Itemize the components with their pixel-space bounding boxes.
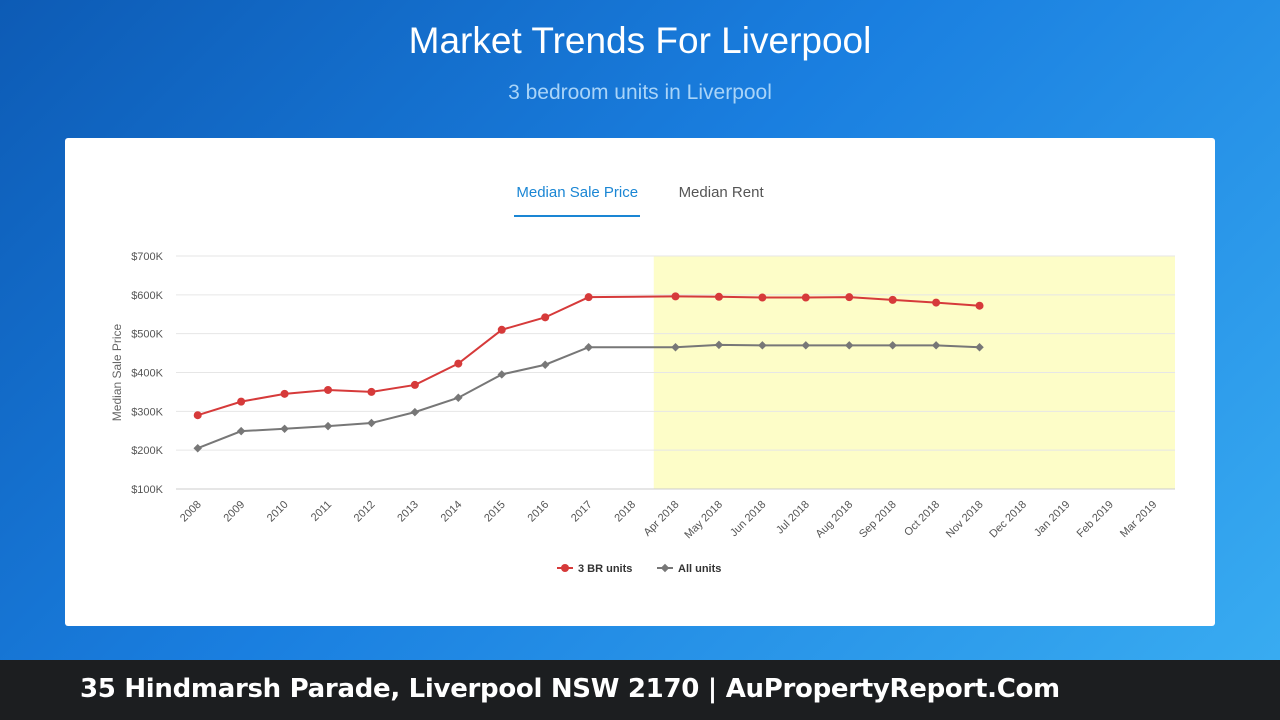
y-tick-label: $700K: [131, 251, 163, 263]
data-point: [237, 397, 246, 406]
footer-address: 35 Hindmarsh Parade, Liverpool NSW 2170 …: [80, 674, 1060, 704]
x-tick-label: 2009: [221, 499, 247, 525]
data-point: [497, 325, 506, 334]
y-tick-label: $200K: [131, 445, 163, 457]
data-point: [367, 387, 376, 396]
x-tick-label: Jul 2018: [774, 499, 812, 537]
x-tick-label: 2011: [309, 499, 334, 524]
legend-marker: [660, 563, 670, 573]
data-point: [497, 370, 507, 379]
x-tick-label: Sep 2018: [857, 499, 899, 541]
y-tick-label: $300K: [131, 406, 163, 418]
data-point: [975, 301, 984, 310]
page-title: Market Trends For Liverpool: [408, 20, 872, 61]
x-tick-label: May 2018: [682, 499, 725, 542]
x-tick-label: 2014: [439, 499, 465, 525]
data-point: [280, 389, 289, 398]
data-point: [975, 343, 984, 352]
line-chart: $100K $200K $300K $400K $500K $600K $700K Media…: [110, 251, 1175, 575]
data-point: [324, 385, 333, 394]
data-point: [193, 443, 202, 453]
x-tick-label: Jun 2018: [728, 499, 768, 539]
x-tick-label: Dec 2018: [987, 499, 1029, 541]
data-point: [932, 298, 941, 307]
data-point: [323, 421, 333, 431]
legend-label: All units: [678, 563, 721, 575]
x-tick-label: Nov 2018: [944, 499, 986, 541]
data-point: [540, 360, 550, 369]
data-point: [801, 293, 810, 302]
data-point: [584, 343, 593, 352]
x-tick-label: 2008: [178, 499, 204, 525]
data-point: [758, 293, 767, 302]
data-point: [410, 380, 419, 389]
x-tick-label: 2010: [265, 499, 291, 525]
footer-bar: 35 Hindmarsh Parade, Liverpool NSW 2170 …: [0, 660, 1280, 720]
x-tick-label: Oct 2018: [902, 499, 942, 539]
chart-card: Median Sale Price Median Rent $100K $200K…: [65, 138, 1215, 626]
y-tick-label: $100K: [131, 484, 163, 496]
page-subtitle: 3 bedroom units in Liverpool: [508, 81, 772, 104]
data-point: [410, 407, 420, 417]
x-tick-label: Jan 2019: [1032, 499, 1072, 539]
legend-item: All units: [657, 563, 721, 575]
chart-tabs: Median Sale Price Median Rent: [65, 182, 1215, 217]
data-point: [584, 293, 593, 302]
data-point: [671, 343, 680, 352]
tab-median-sale-price[interactable]: Median Sale Price: [514, 182, 641, 217]
tab-median-rent[interactable]: Median Rent: [678, 184, 764, 201]
data-point: [671, 292, 680, 301]
legend-item: 3 BR units: [557, 563, 632, 575]
x-tick-label: 2015: [482, 499, 508, 525]
y-tick-label: $400K: [131, 368, 163, 380]
x-tick-label: Apr 2018: [642, 499, 682, 539]
x-tick-label: Mar 2019: [1118, 499, 1159, 540]
x-tick-label: 2016: [526, 499, 552, 525]
data-point: [367, 418, 376, 428]
data-point: [888, 295, 897, 304]
data-point: [280, 424, 289, 434]
x-tick-label: 2012: [352, 499, 378, 525]
x-tick-label: 2017: [569, 499, 595, 525]
x-tick-label: Feb 2019: [1075, 499, 1116, 540]
x-tick-label: 2018: [612, 499, 638, 525]
data-point: [193, 411, 202, 420]
series-line: [197, 295, 980, 417]
data-point: [236, 426, 246, 436]
data-point: [454, 359, 463, 368]
legend-label: 3 BR units: [578, 563, 632, 575]
y-tick-label: $600K: [131, 290, 163, 302]
y-tick-label: $500K: [131, 329, 163, 341]
data-point: [454, 393, 463, 402]
data-point: [714, 292, 723, 301]
legend-marker: [561, 564, 569, 572]
data-point: [845, 293, 854, 302]
x-tick-label: Aug 2018: [814, 499, 856, 541]
data-point: [541, 313, 550, 322]
y-axis-label: Median Sale Price: [110, 323, 124, 421]
x-tick-label: 2013: [395, 499, 421, 525]
series-line: [197, 343, 980, 450]
